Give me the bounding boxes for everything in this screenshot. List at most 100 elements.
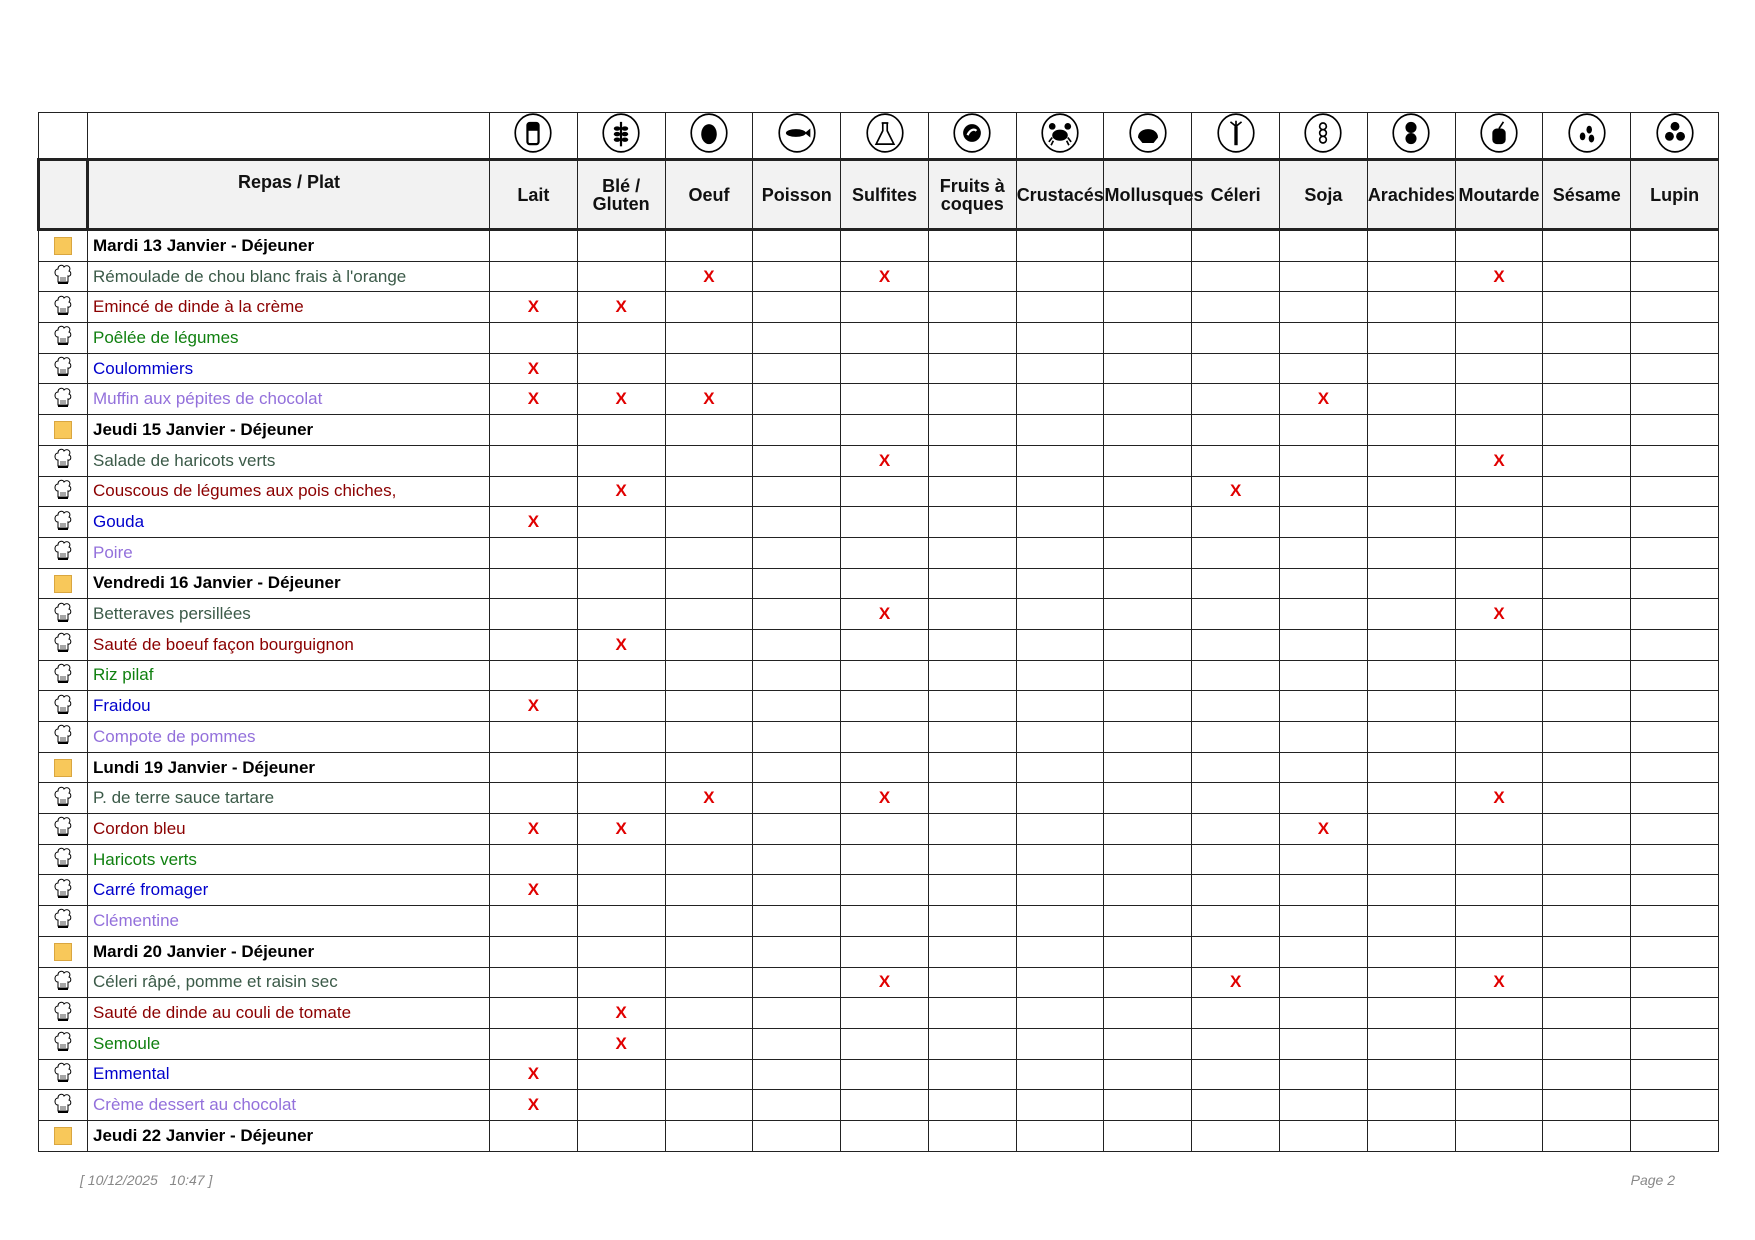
allergen-cell (927, 628, 1017, 661)
allergen-cell (576, 506, 666, 538)
row-marker (38, 383, 88, 416)
dish-row: Muffin aux pépites de chocolat X X X X (38, 383, 1719, 416)
allergen-cell (1191, 1119, 1281, 1152)
allergen-cell (1015, 997, 1105, 1029)
allergen-cell (1103, 690, 1193, 722)
row-marker (38, 260, 88, 293)
allergen-cell (1103, 291, 1193, 324)
row-marker (38, 721, 88, 753)
day-row: Vendredi 16 Janvier - Déjeuner (38, 567, 1719, 600)
row-marker (38, 905, 88, 937)
row-marker (38, 659, 88, 692)
allergen-cell (1279, 1089, 1368, 1121)
row-marker (38, 966, 88, 999)
page-number: Page 2 (1630, 1172, 1675, 1188)
allergen-cell (1103, 536, 1193, 569)
dish-name: P. de terre sauce tartare (87, 782, 490, 815)
dish-row: Sauté de boeuf façon bourguignon X (38, 628, 1719, 661)
allergen-cell (1454, 567, 1544, 600)
allergen-cell (1630, 444, 1719, 477)
dish-row: Cordon bleu X X X (38, 813, 1719, 845)
allergen-cell (927, 352, 1017, 385)
allergen-cell (1279, 567, 1368, 600)
allergen-cell (752, 1119, 842, 1152)
allergen-mark: X (489, 352, 578, 385)
allergen-cell (752, 628, 842, 661)
allergen-cell (1542, 291, 1632, 324)
allergen-cell (576, 782, 666, 815)
allergen-cell (1279, 598, 1368, 630)
allergen-cell (1366, 751, 1456, 784)
allergen-cell (840, 567, 929, 600)
allergen-cell (489, 782, 578, 815)
day-marker-icon (54, 1127, 72, 1146)
allergen-cell (1015, 475, 1105, 508)
allergen-cell (927, 782, 1017, 815)
allergen-cell (1191, 874, 1281, 907)
allergen-cell (840, 874, 929, 907)
allergen-cell (1366, 813, 1456, 845)
allergen-header-1: Lait (489, 158, 578, 231)
chef-hat-icon (54, 1093, 72, 1113)
dish-row: Poêlée de légumes (38, 322, 1719, 354)
allergen-cell (1366, 1119, 1456, 1152)
allergen-cell (1015, 935, 1105, 968)
allergen-mark: X (489, 1089, 578, 1121)
chef-hat-icon (54, 878, 72, 898)
allergen-cell (664, 966, 754, 999)
allergen-mark: X (1454, 966, 1544, 999)
allergen-cell (576, 260, 666, 293)
allergen-cell (1191, 598, 1281, 630)
allergen-cell (1630, 383, 1719, 416)
day-marker-icon (54, 759, 72, 778)
allergen-cell (1542, 1027, 1632, 1060)
dish-name: Sauté de boeuf façon bourguignon (87, 628, 490, 661)
allergen-cell (1191, 751, 1281, 784)
allergen-cell (1103, 414, 1193, 446)
empty-cell (87, 112, 490, 160)
dish-name: Cordon bleu (87, 813, 490, 845)
dish-name: Sauté de dinde au couli de tomate (87, 997, 490, 1029)
allergen-cell (1191, 1058, 1281, 1091)
allergen-mark: X (576, 383, 666, 416)
allergen-cell (1630, 997, 1719, 1029)
dish-row: Emmental X (38, 1058, 1719, 1091)
allergen-cell (1454, 383, 1544, 416)
chef-hat-icon (54, 264, 72, 285)
allergen-cell (1191, 260, 1281, 293)
allergen-cell (927, 414, 1017, 446)
row-marker (38, 690, 88, 722)
allergen-cell (1630, 1089, 1719, 1121)
chef-hat-icon (54, 1031, 72, 1052)
allergen-cell (1015, 260, 1105, 293)
allergen-cell (1630, 721, 1719, 753)
allergen-cell (752, 444, 842, 477)
allergen-cell (1630, 1119, 1719, 1152)
allergen-cell (1103, 260, 1193, 293)
allergen-cell (1542, 444, 1632, 477)
allergen-cell (1279, 690, 1368, 722)
allergen-cell (1015, 414, 1105, 446)
allergen-header-14: Lupin (1630, 158, 1719, 231)
dish-row: Salade de haricots verts X X (38, 444, 1719, 477)
dish-name: Rémoulade de chou blanc frais à l'orange (87, 260, 490, 293)
allergen-cell (840, 721, 929, 753)
row-marker (38, 997, 88, 1029)
allergen-cell (840, 506, 929, 538)
allergen-cell (1279, 935, 1368, 968)
allergen-icon-cell (1630, 112, 1719, 160)
allergen-cell (1454, 843, 1544, 876)
allergen-cell (1191, 659, 1281, 692)
dish-row: Crème dessert au chocolat X (38, 1089, 1719, 1121)
milk-icon (514, 113, 553, 153)
allergen-cell (1366, 444, 1456, 477)
allergen-icon-row (38, 112, 1719, 160)
allergen-cell (1366, 598, 1456, 630)
allergen-cell (752, 475, 842, 508)
allergen-mark: X (664, 383, 754, 416)
allergen-cell (1630, 966, 1719, 999)
allergen-cell (1103, 628, 1193, 661)
allergen-cell (1191, 935, 1281, 968)
allergen-cell (1191, 291, 1281, 324)
allergen-cell (1366, 506, 1456, 538)
